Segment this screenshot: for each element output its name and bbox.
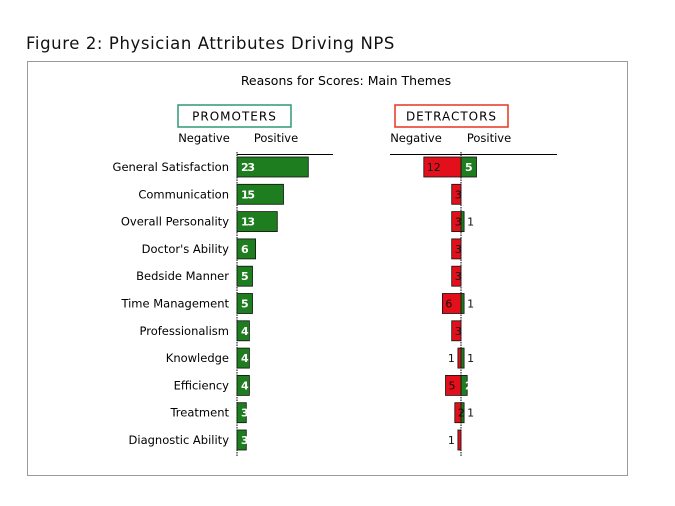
detractors-header-label: DETRACTORS bbox=[406, 110, 497, 124]
detractors-negative-value-overall-personality: 3 bbox=[455, 216, 462, 229]
category-label-efficiency: Efficiency bbox=[174, 378, 230, 392]
promoters-positive-value-doctor-s-ability: 6 bbox=[241, 243, 249, 256]
detractors-negative-bar-efficiency bbox=[445, 374, 462, 396]
detractors-negative-value-diagnostic-ability: 1 bbox=[448, 434, 455, 447]
promoters-positive-value-communication: 15 bbox=[241, 188, 255, 201]
promoters-header-label: PROMOTERS bbox=[192, 110, 277, 124]
promoters-positive-value-knowledge: 4 bbox=[241, 352, 249, 365]
detractors-negative-bar-diagnostic-ability bbox=[457, 429, 462, 451]
promoters-positive-value-time-management: 5 bbox=[241, 298, 249, 311]
promoters-positive-value-treatment: 3 bbox=[241, 407, 249, 420]
promoters-positive-value-overall-personality: 13 bbox=[241, 216, 255, 229]
detractors-negative-bar-doctor-s-ability bbox=[451, 238, 462, 260]
detractors-negative-value-bedside-manner: 3 bbox=[455, 270, 462, 283]
detractors-positive-value-efficiency: 2 bbox=[465, 379, 473, 392]
detractors-positive-label: Positive bbox=[467, 131, 511, 145]
detractors-negative-bar-knowledge bbox=[457, 347, 462, 369]
promoters-positive-bar-general-satisfaction bbox=[236, 156, 309, 178]
category-label-knowledge: Knowledge bbox=[166, 351, 229, 365]
detractors-positive-value-knowledge: 1 bbox=[467, 352, 474, 365]
detractors-negative-value-treatment: 2 bbox=[458, 407, 465, 420]
promoters-positive-value-diagnostic-ability: 3 bbox=[241, 434, 249, 447]
detractors-negative-value-professionalism: 3 bbox=[455, 325, 462, 338]
detractors-negative-value-efficiency: 5 bbox=[449, 379, 456, 392]
detractors-negative-bar-general-satisfaction bbox=[423, 156, 462, 178]
detractors-negative-value-doctor-s-ability: 3 bbox=[455, 243, 462, 256]
detractors-negative-bar-communication bbox=[451, 183, 462, 205]
category-label-overall-personality: Overall Personality bbox=[121, 215, 229, 229]
chart-title: Reasons for Scores: Main Themes bbox=[241, 73, 451, 88]
detractors-positive-bar-time-management bbox=[460, 293, 465, 314]
detractors-negative-bar-professionalism bbox=[451, 320, 462, 342]
category-label-time-management: Time Management bbox=[120, 297, 229, 311]
promoters-positive-value-general-satisfaction: 23 bbox=[241, 161, 255, 174]
promoters-positive-bar-diagnostic-ability bbox=[236, 429, 247, 451]
promoters-positive-bar-efficiency bbox=[236, 374, 250, 396]
promoters-positive-bar-time-management bbox=[236, 293, 253, 314]
detractors-negative-value-communication: 3 bbox=[455, 188, 462, 201]
promoters-positive-value-efficiency: 4 bbox=[241, 379, 249, 392]
detractors-positive-value-general-satisfaction: 5 bbox=[465, 161, 473, 174]
promoters-positive-label: Positive bbox=[254, 131, 298, 145]
detractors-negative-bar-treatment bbox=[454, 402, 462, 424]
promoters-header-box bbox=[177, 104, 292, 128]
promoters-positive-bar-communication bbox=[236, 183, 284, 205]
category-label-bedside-manner: Bedside Manner bbox=[136, 269, 229, 283]
category-label-treatment: Treatment bbox=[169, 406, 229, 420]
category-label-doctor-s-ability: Doctor's Ability bbox=[142, 242, 230, 256]
detractors-negative-value-knowledge: 1 bbox=[448, 352, 455, 365]
promoters-positive-bar-bedside-manner bbox=[236, 265, 253, 287]
detractors-positive-bar-knowledge bbox=[460, 347, 465, 369]
detractors-negative-label: Negative bbox=[390, 131, 442, 145]
promoters-positive-value-bedside-manner: 5 bbox=[241, 270, 249, 283]
category-label-general-satisfaction: General Satisfaction bbox=[113, 160, 229, 174]
promoters-positive-bar-knowledge bbox=[236, 347, 250, 369]
category-label-communication: Communication bbox=[138, 187, 229, 201]
promoters-positive-bar-professionalism bbox=[236, 320, 250, 342]
detractors-negative-bar-bedside-manner bbox=[451, 265, 462, 287]
promoters-positive-bar-doctor-s-ability bbox=[236, 238, 257, 260]
detractors-negative-value-time-management: 6 bbox=[445, 298, 452, 311]
detractors-negative-bar-overall-personality bbox=[451, 211, 462, 233]
detractors-positive-value-overall-personality: 1 bbox=[467, 216, 474, 229]
promoters-positive-value-professionalism: 4 bbox=[241, 325, 249, 338]
category-label-professionalism: Professionalism bbox=[139, 324, 229, 338]
category-label-diagnostic-ability: Diagnostic Ability bbox=[129, 433, 230, 447]
promoters-positive-bar-treatment bbox=[236, 402, 247, 424]
figure-title: Figure 2: Physician Attributes Driving N… bbox=[26, 34, 396, 53]
promoters-positive-bar-overall-personality bbox=[236, 211, 278, 233]
detractors-positive-value-treatment: 1 bbox=[467, 407, 474, 420]
detractors-header-box bbox=[394, 104, 509, 128]
detractors-positive-value-time-management: 1 bbox=[467, 298, 474, 311]
detractors-negative-value-general-satisfaction: 12 bbox=[427, 161, 441, 174]
detractors-negative-bar-time-management bbox=[441, 293, 462, 314]
promoters-negative-label: Negative bbox=[178, 131, 230, 145]
chart-frame bbox=[27, 61, 628, 476]
